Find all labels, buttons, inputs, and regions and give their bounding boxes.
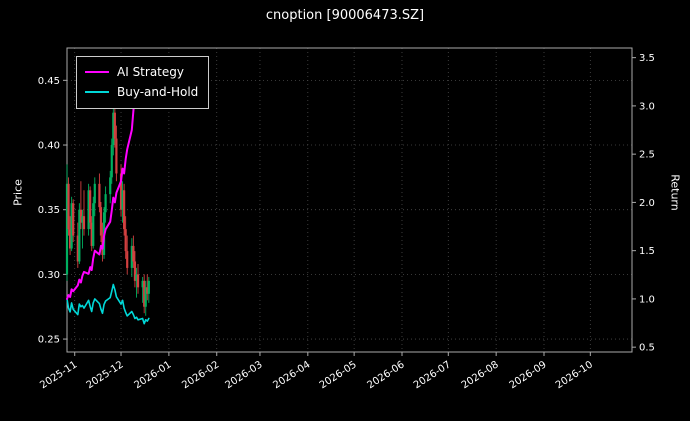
x-tick-label: 2025-12 [85, 359, 126, 391]
return-tick-label: 2.0 [639, 198, 655, 209]
price-tick-label: 0.35 [38, 205, 60, 216]
legend-label: Buy-and-Hold [117, 85, 199, 99]
candle-body [141, 280, 144, 288]
candle-body [93, 183, 96, 204]
return-tick-label: 3.0 [639, 101, 655, 112]
return-tick-label: 2.5 [639, 150, 655, 161]
candle-body [78, 209, 81, 262]
price-tick-label: 0.45 [38, 76, 60, 87]
x-tick-label: 2026-04 [271, 359, 312, 391]
x-tick-label: 2026-07 [412, 359, 453, 391]
candle-body [92, 203, 95, 246]
buy-and-hold-line-swatch [85, 91, 109, 93]
price-tick-label: 0.40 [38, 141, 60, 152]
candle-body [87, 190, 90, 230]
candle-body [112, 112, 115, 146]
x-tick-label: 2026-06 [366, 359, 407, 391]
candle-body [121, 190, 124, 210]
x-tick-label: 2026-01 [132, 359, 173, 391]
candle-body [132, 245, 135, 262]
ai-strategy-line-swatch [85, 71, 109, 73]
candle-body [133, 261, 137, 281]
candle-body [147, 280, 150, 294]
return-tick-label: 1.0 [639, 294, 655, 305]
candle-body [146, 287, 149, 294]
candle-body [98, 183, 101, 208]
x-tick-label: 2026-10 [554, 359, 595, 391]
x-tick-label: 2026-02 [180, 359, 221, 391]
buy-and-hold-line [66, 283, 150, 325]
candle-body [130, 245, 133, 268]
candle-body [119, 173, 123, 210]
price-tick-label: 0.25 [38, 335, 60, 346]
x-tick-label: 2026-03 [224, 359, 265, 391]
legend-item-ai-strategy: AI Strategy [85, 62, 198, 82]
x-tick-label: 2026-08 [460, 359, 501, 391]
candle-body [79, 209, 82, 223]
legend: AI Strategy Buy-and-Hold [76, 56, 210, 109]
chart-title: cnoption [90006473.SZ] [265, 8, 425, 23]
candle-body [81, 216, 84, 223]
candle-body [89, 190, 92, 223]
candle-body [70, 203, 73, 249]
candle-body [67, 183, 70, 230]
x-tick-label: 2026-05 [318, 359, 359, 391]
return-tick-label: 1.5 [639, 246, 655, 257]
legend-label: AI Strategy [117, 65, 184, 79]
candle-body [110, 145, 113, 178]
legend-item-buy-and-hold: Buy-and-Hold [85, 82, 198, 102]
candle-body [109, 177, 112, 195]
candle-body [126, 251, 129, 268]
candle-body [123, 190, 126, 230]
return-tick-label: 0.5 [639, 343, 655, 354]
candle-body [65, 183, 69, 275]
candle-body [104, 194, 107, 213]
y-axis-label-price: Price [11, 179, 25, 206]
candle-body [135, 274, 138, 281]
candle-body [76, 235, 79, 262]
candle-body [68, 229, 72, 249]
candle-body [124, 229, 127, 252]
candle-body [72, 203, 75, 236]
candle-body [82, 216, 86, 230]
candle-body [136, 274, 140, 288]
candle-body [99, 207, 103, 236]
price-tick-label: 0.30 [38, 270, 60, 281]
return-tick-label: 3.5 [639, 53, 655, 64]
x-tick-label: 2025-11 [38, 359, 79, 391]
x-tick-label: 2026-09 [508, 359, 549, 391]
candle-body [113, 112, 116, 139]
candle-body [144, 287, 147, 307]
candle-body [143, 280, 146, 307]
y-axis-label-return: Return [668, 174, 682, 211]
candle-body [90, 222, 93, 246]
ai-strategy-line [66, 66, 138, 300]
candle-body [115, 138, 118, 174]
